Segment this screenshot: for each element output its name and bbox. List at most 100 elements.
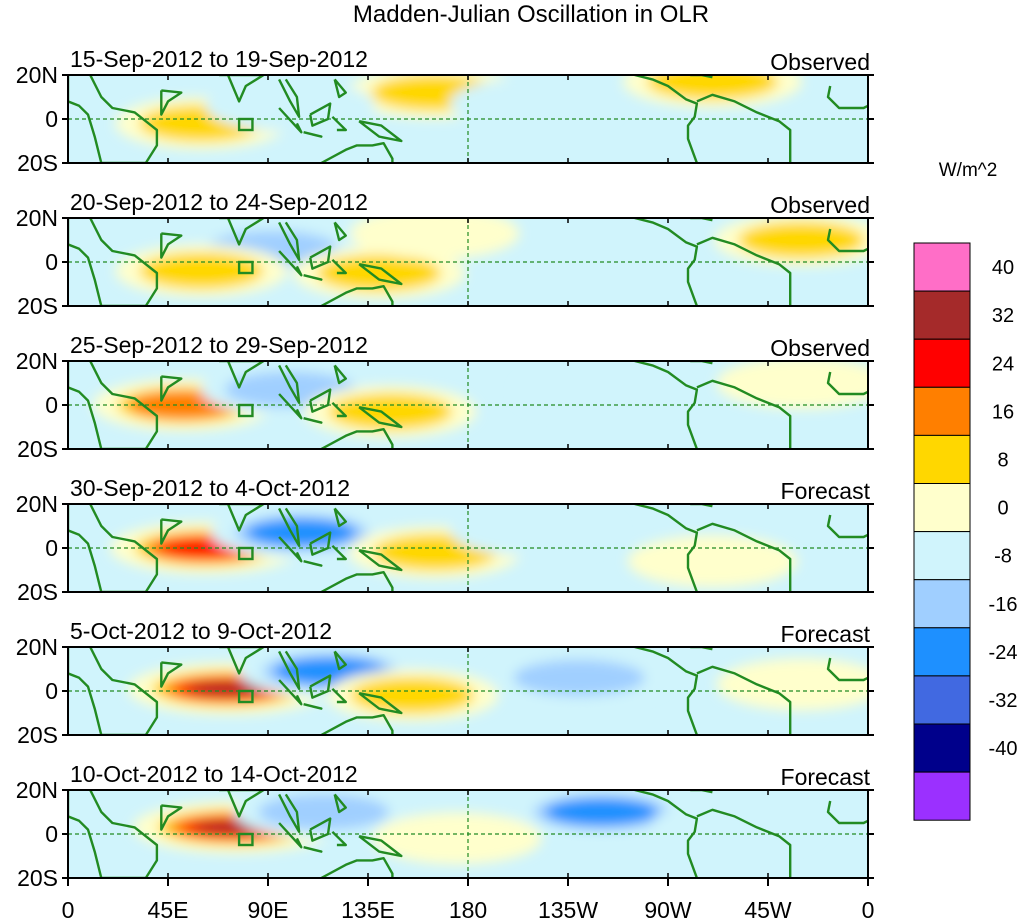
coastline xyxy=(696,93,792,163)
coastline xyxy=(278,221,301,261)
coastline xyxy=(219,790,265,818)
coastline xyxy=(320,142,394,163)
colorbar-swatch xyxy=(913,338,971,388)
colorbar-label: -16 xyxy=(989,594,1018,616)
coastline xyxy=(690,504,713,508)
coastline xyxy=(331,544,347,561)
y-tick-label: 0 xyxy=(45,535,58,561)
coastline xyxy=(358,120,403,143)
y-tick-label: 20N xyxy=(16,348,58,374)
panel-status: Observed xyxy=(770,192,870,218)
coastline xyxy=(333,364,347,385)
colorbar-swatch xyxy=(913,579,971,629)
colorbar-label: -32 xyxy=(989,690,1018,712)
coastlines xyxy=(68,647,868,735)
coastline xyxy=(690,790,713,794)
panel-date-range: 25-Sep-2012 to 29-Sep-2012 xyxy=(70,332,368,358)
anomaly-mark xyxy=(317,255,442,291)
anomaly-mark xyxy=(513,659,645,696)
y-tick-label: 20S xyxy=(17,722,58,748)
anomaly-mark xyxy=(257,794,390,830)
panel-status: Observed xyxy=(770,49,870,75)
panel-date-range: 20-Sep-2012 to 24-Sep-2012 xyxy=(70,189,368,215)
anomaly-mark xyxy=(384,816,530,861)
coastlines xyxy=(68,218,868,306)
coastline xyxy=(278,650,301,690)
x-tick-label: 180 xyxy=(449,897,487,922)
coastline xyxy=(278,78,301,118)
anomaly-field xyxy=(110,504,798,588)
colorbar-swatch xyxy=(913,675,971,725)
coastline xyxy=(278,107,303,134)
coastline xyxy=(219,218,265,246)
colorbar-swatch xyxy=(913,771,971,821)
coastline xyxy=(160,804,183,831)
colorbar-label: 24 xyxy=(992,353,1014,375)
coastline xyxy=(634,647,699,735)
colorbar-swatch xyxy=(913,434,971,484)
coastline xyxy=(303,417,323,424)
coastline xyxy=(320,857,394,878)
anomaly-mark xyxy=(639,539,786,584)
panel-status: Forecast xyxy=(781,621,871,647)
coastline xyxy=(68,361,159,449)
panels: 20N 0 20S 15-Sep-2012 to 19-Sep-2012 Observe… xyxy=(16,46,874,891)
coastline xyxy=(219,504,265,532)
coastline xyxy=(690,361,713,365)
colorbar-label: 0 xyxy=(997,498,1008,520)
coastline xyxy=(634,361,699,449)
x-tick-label: 90E xyxy=(248,897,289,922)
coastline xyxy=(826,514,868,539)
panel-date-range: 10-Oct-2012 to 14-Oct-2012 xyxy=(70,761,358,787)
anomaly-mark xyxy=(350,677,475,714)
coastline xyxy=(320,285,394,306)
coastline xyxy=(160,232,183,259)
y-tick-label: 0 xyxy=(45,106,58,132)
coastline xyxy=(826,657,868,682)
coastline xyxy=(333,221,347,242)
anomaly-mark xyxy=(361,218,508,256)
coastline xyxy=(68,790,159,878)
coastline xyxy=(278,679,303,706)
coastline xyxy=(358,835,403,858)
colorbar-units: W/m^2 xyxy=(939,160,998,181)
coastline xyxy=(278,250,303,277)
anomaly-mark xyxy=(461,81,608,126)
coastline xyxy=(303,560,323,567)
colorbar-label: 40 xyxy=(992,257,1014,279)
panel-6: 20N 0 20S 10-Oct-2012 to 14-Oct-2012 Forecas… xyxy=(16,761,874,891)
colorbar-swatch xyxy=(913,386,971,436)
coastline xyxy=(278,822,303,849)
chart-title: Madden-Julian Oscillation in OLR xyxy=(353,1,709,28)
coastline xyxy=(278,364,301,404)
coastline xyxy=(320,571,394,592)
coastline xyxy=(219,75,265,103)
coastline xyxy=(68,75,159,163)
x-tick-label: 135E xyxy=(341,897,395,922)
y-tick-label: 20S xyxy=(17,436,58,462)
colorbar-label: -40 xyxy=(989,738,1018,760)
x-tick-label: 0 xyxy=(62,897,75,922)
y-tick-label: 20N xyxy=(16,205,58,231)
coastline xyxy=(320,428,394,449)
anomaly-mark xyxy=(328,393,453,430)
panel-date-range: 5-Oct-2012 to 9-Oct-2012 xyxy=(70,618,332,644)
coastline xyxy=(303,846,323,853)
panel-status: Observed xyxy=(770,335,870,361)
x-tick-label: 135W xyxy=(538,897,598,922)
anomaly-field xyxy=(115,75,803,150)
x-axis: 0 45E 90E 135E 180 135W 90W 45W 0 xyxy=(62,878,875,922)
coastline xyxy=(68,218,159,306)
coastline xyxy=(160,661,183,688)
colorbar-swatch xyxy=(913,290,971,340)
x-tick-label: 0 xyxy=(862,897,875,922)
coastline xyxy=(331,115,347,132)
coastline xyxy=(690,647,713,651)
y-tick-label: 20S xyxy=(17,579,58,605)
colorbar-label: 16 xyxy=(992,401,1014,423)
coastline xyxy=(303,703,323,710)
colorbar-swatch xyxy=(913,723,971,773)
y-tick-label: 0 xyxy=(45,392,58,418)
panel-date-range: 30-Sep-2012 to 4-Oct-2012 xyxy=(70,475,350,501)
coastline xyxy=(219,647,265,675)
